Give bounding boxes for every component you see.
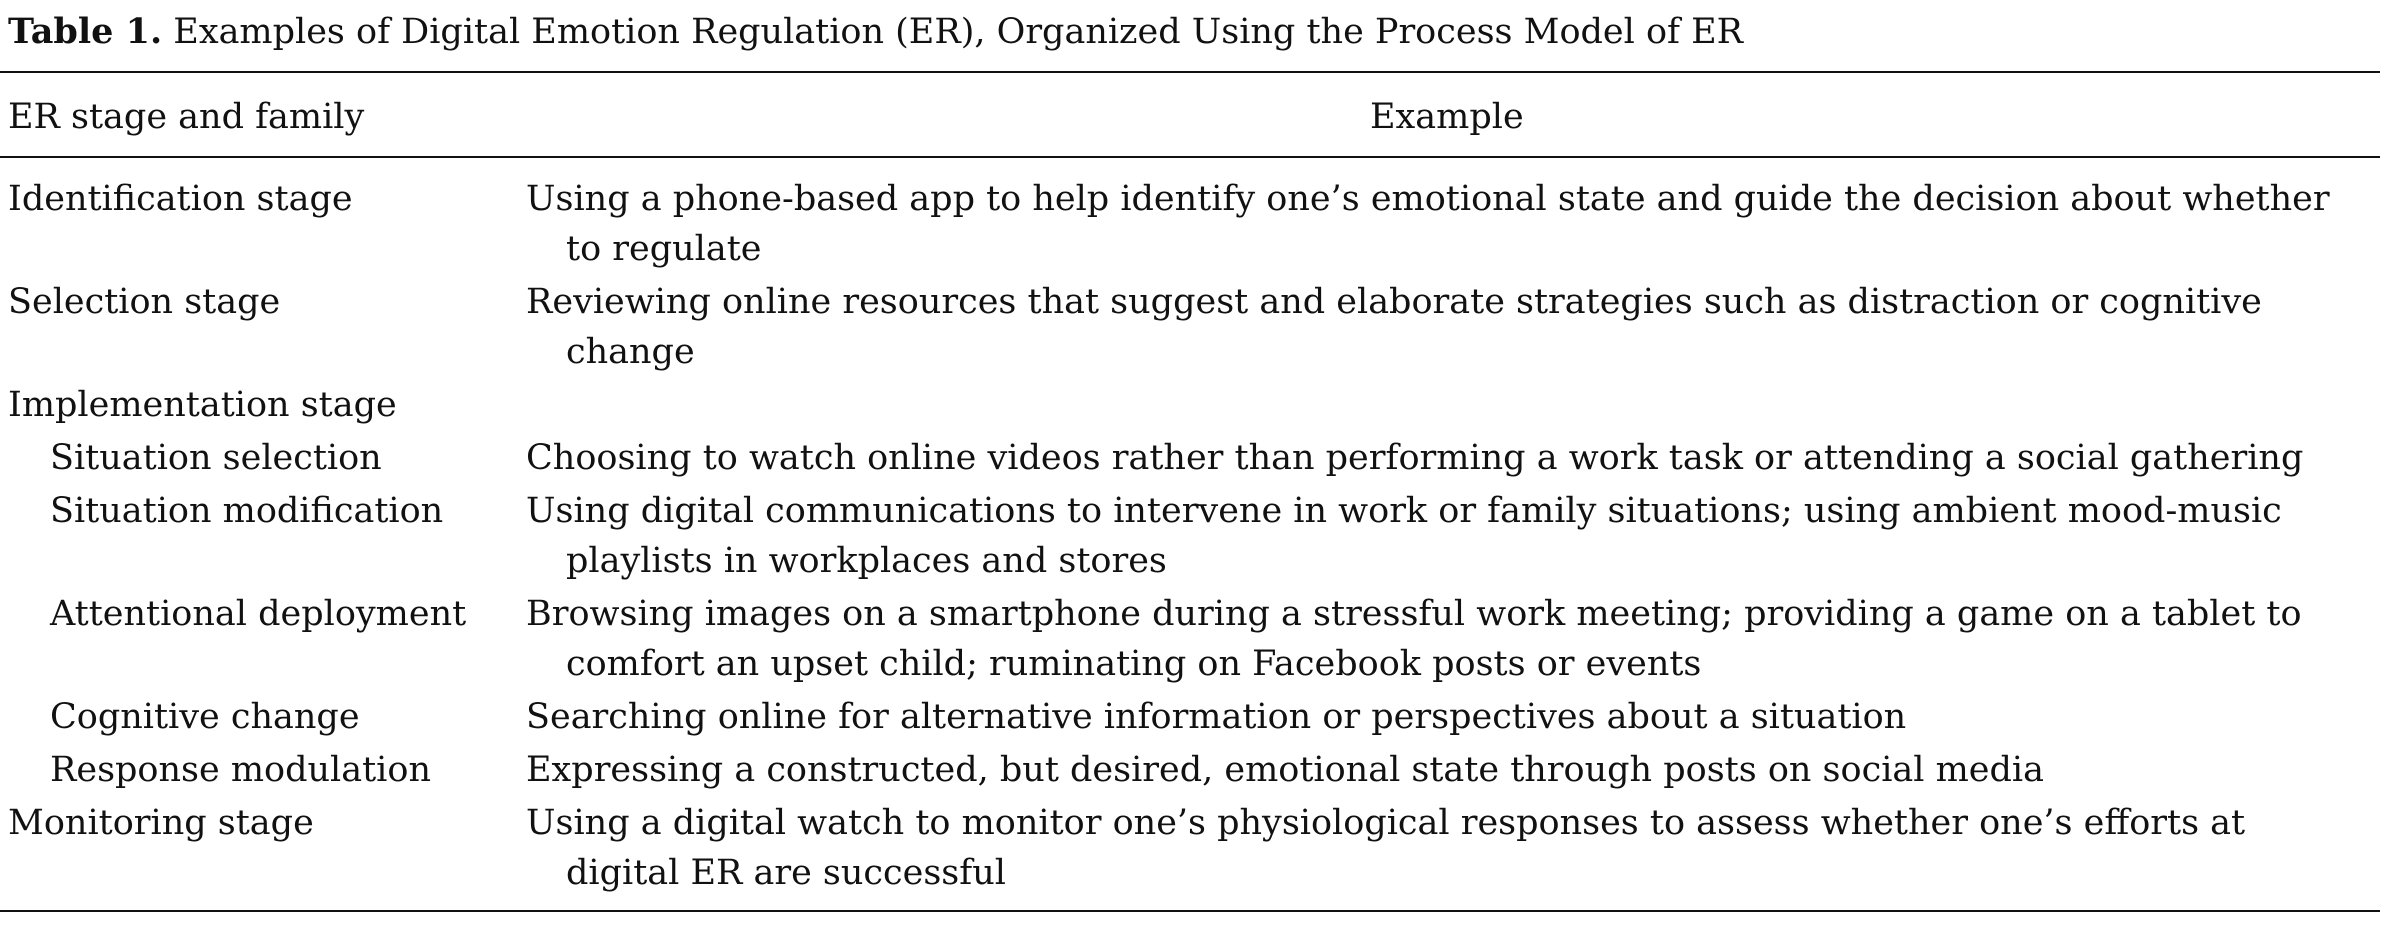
- row-example: Expressing a constructed, but desired, e…: [526, 750, 2044, 790]
- row-stage: Implementation stage: [8, 385, 397, 425]
- column-header-stage: ER stage and family: [8, 97, 365, 137]
- row-stage: Identification stage: [8, 179, 353, 219]
- table-row: Situation selection Choosing to watch onl…: [0, 433, 2380, 483]
- table-row: Attentional deployment Browsing images on…: [0, 589, 2380, 689]
- row-stage: Response modulation: [50, 750, 431, 790]
- table-row: Implementation stage: [0, 380, 2380, 430]
- row-stage: Monitoring stage: [8, 803, 314, 843]
- row-example: Using digital communications to interven…: [526, 491, 2282, 581]
- header-rule: [0, 156, 2380, 158]
- row-example: Searching online for alternative informa…: [526, 697, 1907, 737]
- row-example: Using a digital watch to monitor one’s p…: [526, 803, 2246, 893]
- table-row: Cognitive change Searching online for alt…: [0, 692, 2380, 742]
- table-body: Identification stage Using a phone-based …: [0, 174, 2380, 901]
- table-caption-label: Table 1.: [8, 11, 163, 52]
- column-header-example: Example: [1370, 97, 1524, 137]
- row-example: Choosing to watch online videos rather t…: [526, 438, 2304, 478]
- row-stage: Situation selection: [50, 438, 382, 478]
- table-row: Response modulation Expressing a construc…: [0, 745, 2380, 795]
- top-rule: [0, 71, 2380, 73]
- table-row: Selection stage Reviewing online resource…: [0, 277, 2380, 377]
- table-caption: Table 1. Examples of Digital Emotion Reg…: [8, 8, 1743, 56]
- bottom-rule: [0, 910, 2380, 912]
- row-example: Using a phone-based app to help identify…: [526, 179, 2330, 269]
- table-header-row: ER stage and family Example: [0, 92, 2380, 142]
- row-stage: Selection stage: [8, 282, 281, 322]
- row-stage: Cognitive change: [50, 697, 360, 737]
- row-example: Reviewing online resources that suggest …: [526, 282, 2262, 372]
- table-row: Monitoring stage Using a digital watch to…: [0, 798, 2380, 898]
- table-caption-text: Examples of Digital Emotion Regulation (…: [173, 12, 1744, 52]
- row-stage: Situation modification: [50, 491, 444, 531]
- table-row: Identification stage Using a phone-based …: [0, 174, 2380, 274]
- row-example: Browsing images on a smartphone during a…: [526, 594, 2302, 684]
- table-row: Situation modification Using digital comm…: [0, 486, 2380, 586]
- row-stage: Attentional deployment: [50, 594, 467, 634]
